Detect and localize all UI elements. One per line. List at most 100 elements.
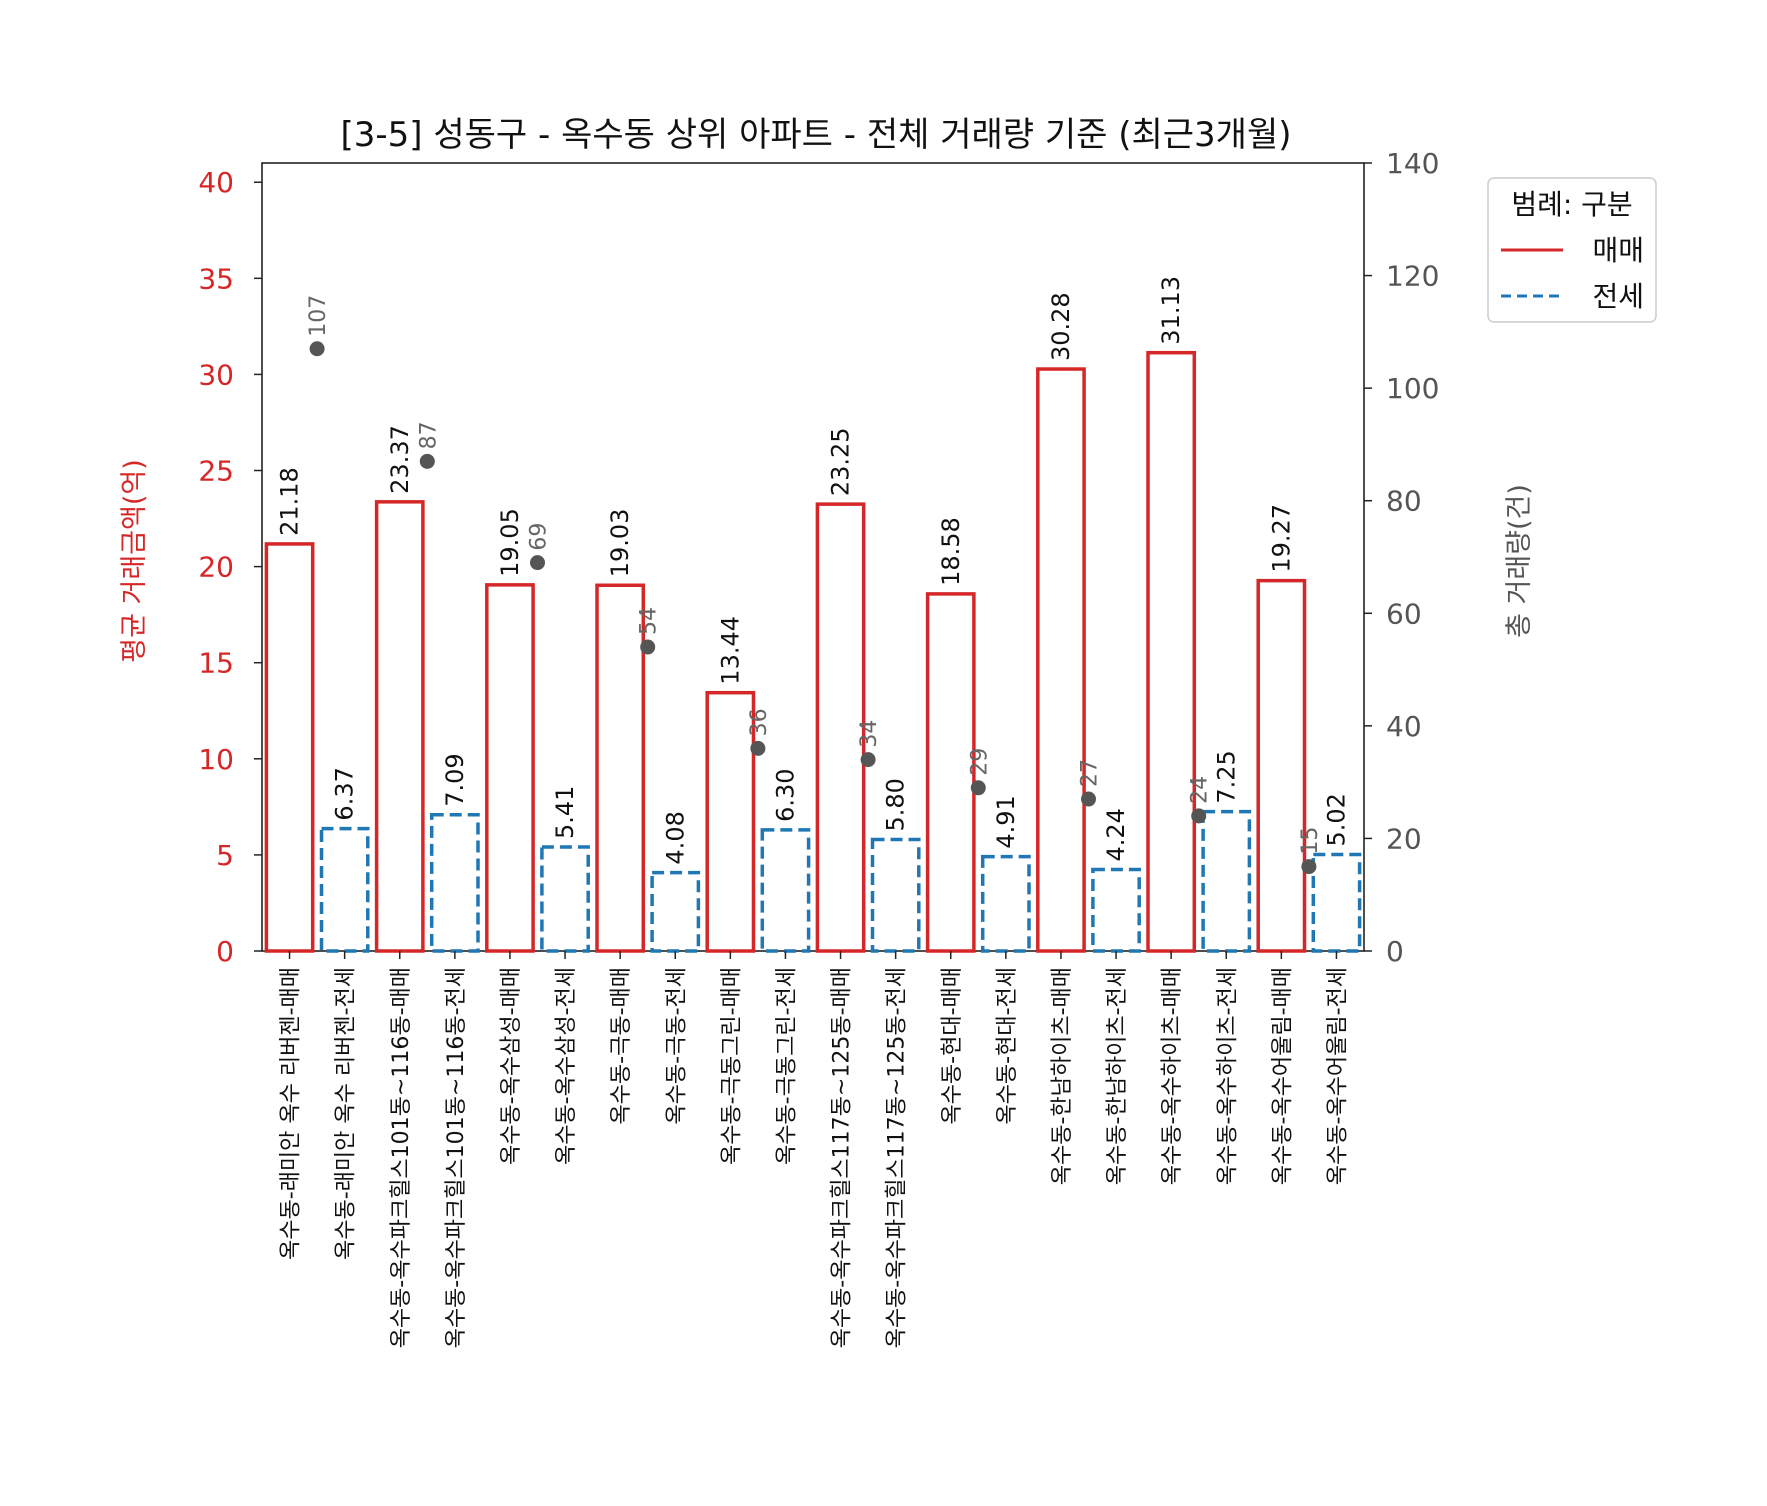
volume-point	[1301, 859, 1317, 875]
chart-title: [3-5] 성동구 - 옥수동 상위 아파트 - 전체 거래량 기준 (최근3개…	[341, 115, 1292, 155]
bar-value-label: 4.08	[661, 811, 689, 864]
bar-value-label: 7.25	[1212, 750, 1240, 803]
x-tick-label: 옥수동-옥수삼성-전세	[554, 967, 579, 1165]
bar-sale	[1146, 350, 1197, 953]
bar-value-label: 5.41	[551, 786, 579, 839]
y2-tick-label: 0	[1386, 935, 1404, 968]
volume-label: 36	[747, 708, 772, 736]
bar-value-label: 30.28	[1047, 292, 1075, 361]
legend-box	[1487, 177, 1657, 323]
bar-jeonse	[1311, 852, 1362, 953]
bar-jeonse	[1091, 867, 1141, 953]
y2-tick-label: 40	[1386, 710, 1422, 743]
y2-tick-label: 120	[1386, 260, 1439, 293]
volume-label: 107	[306, 295, 331, 337]
volume-point	[309, 341, 325, 357]
y-tick-label: 10	[198, 743, 234, 776]
bar-value-label: 5.80	[882, 778, 910, 831]
x-tick-label: 옥수동-한남하이츠-전세	[1105, 967, 1130, 1185]
bar-sale	[595, 583, 646, 953]
volume-point	[750, 740, 766, 756]
y2-tick-label: 80	[1386, 485, 1422, 518]
volume-label: 69	[527, 523, 552, 551]
bar-value-label: 18.58	[937, 517, 965, 586]
x-tick-label: 옥수동-현대-전세	[995, 967, 1020, 1125]
volume-label: 54	[637, 607, 662, 635]
bar-value-label: 21.18	[276, 467, 304, 536]
volume-label: 87	[416, 421, 441, 449]
bar-value-label: 7.09	[441, 753, 469, 806]
y2-tick-label: 100	[1386, 372, 1439, 405]
legend: 범례: 구분 매매 전세	[1487, 177, 1657, 323]
volume-point	[970, 780, 986, 796]
x-tick-label: 옥수동-옥수어울림-전세	[1325, 967, 1350, 1185]
x-tick-label: 옥수동-현대-매매	[940, 967, 965, 1125]
bar-sale	[264, 542, 315, 953]
bar-sale	[1036, 367, 1086, 953]
y-tick-label: 25	[198, 455, 234, 488]
x-tick-label: 옥수동-옥수하이츠-전세	[1215, 967, 1240, 1185]
x-tick-label: 옥수동-옥수파크힐스117동~125동-매매	[830, 967, 855, 1348]
y-tick-label: 0	[216, 935, 234, 968]
y2-tick-label: 20	[1386, 822, 1422, 855]
bar-jeonse	[760, 828, 811, 953]
bar-value-label: 19.03	[606, 509, 634, 578]
volume-label: 24	[1188, 776, 1213, 804]
x-tick-label: 옥수동-옥수파크힐스101동~116동-매매	[389, 967, 414, 1348]
x-tick-label: 옥수동-옥수어울림-매매	[1270, 967, 1295, 1185]
x-tick-label: 옥수동-옥수삼성-매매	[499, 967, 524, 1165]
y-tick-label: 20	[198, 551, 234, 584]
bar-value-label: 23.25	[827, 427, 855, 496]
volume-label: 29	[967, 748, 992, 776]
x-tick-label: 옥수동-래미안 옥수 리버젠-전세	[334, 967, 359, 1260]
legend-label-jeonse: 전세	[1592, 280, 1644, 313]
y-axis-label: 평균 거래금액(억)	[119, 459, 150, 663]
y2-tick-label: 140	[1386, 147, 1439, 180]
volume-label: 15	[1298, 827, 1323, 855]
y-tick-label: 15	[198, 647, 234, 680]
volume-point	[419, 453, 435, 469]
legend-title: 범례: 구분	[1511, 188, 1632, 221]
volume-point	[1191, 808, 1207, 824]
bar-value-label: 23.37	[386, 425, 414, 494]
bar-value-label: 19.05	[496, 508, 524, 577]
bar-value-label: 4.24	[1102, 808, 1130, 861]
x-tick-label: 옥수동-극동-전세	[664, 967, 689, 1125]
bar-jeonse	[870, 837, 921, 953]
bar-jeonse	[429, 812, 480, 953]
bar-sale	[485, 583, 535, 953]
x-tick-label: 옥수동-옥수파크힐스101동~116동-전세	[444, 967, 469, 1348]
bar-value-label: 31.13	[1157, 276, 1185, 345]
x-tick-label: 옥수동-래미안 옥수 리버젠-매매	[279, 967, 304, 1260]
volume-point	[1081, 791, 1096, 807]
bar-jeonse	[540, 845, 590, 953]
bar-jeonse	[980, 854, 1031, 953]
y2-tick-label: 60	[1386, 597, 1422, 630]
y-tick-label: 5	[216, 839, 234, 872]
volume-label: 27	[1078, 759, 1103, 787]
x-tick-label: 옥수동-극동-매매	[609, 967, 634, 1125]
bar-sale	[374, 500, 425, 953]
bar-jeonse	[1201, 809, 1252, 953]
y-tick-label: 40	[198, 166, 234, 199]
y-tick-label: 35	[198, 262, 234, 295]
y-tick-label: 30	[198, 358, 234, 391]
y2-axis-label: 총 거래량(건)	[1504, 484, 1535, 638]
bar-value-label: 13.44	[716, 616, 744, 685]
x-tick-label: 옥수동-옥수파크힐스117동~125동-전세	[885, 967, 910, 1348]
x-tick-label: 옥수동-극동그린-매매	[719, 967, 744, 1165]
plot-content: 0 5 10 15 20 25 30 35 40 0 20 40 60 80 100 120 140 21.18 옥…	[198, 147, 1439, 1348]
plot-frame	[261, 162, 1365, 952]
volume-label: 34	[857, 720, 882, 748]
bar-value-label: 5.02	[1322, 793, 1350, 846]
volume-point	[860, 752, 876, 768]
bar-value-label: 6.30	[771, 768, 799, 821]
x-tick-label: 옥수동-옥수하이츠-매매	[1160, 967, 1185, 1185]
volume-point	[530, 555, 545, 571]
bar-value-label: 4.91	[992, 795, 1020, 848]
bar-jeonse	[650, 870, 701, 953]
volume-point	[640, 639, 656, 655]
bar-sale	[1256, 578, 1307, 953]
bar-value-label: 19.27	[1267, 504, 1295, 573]
